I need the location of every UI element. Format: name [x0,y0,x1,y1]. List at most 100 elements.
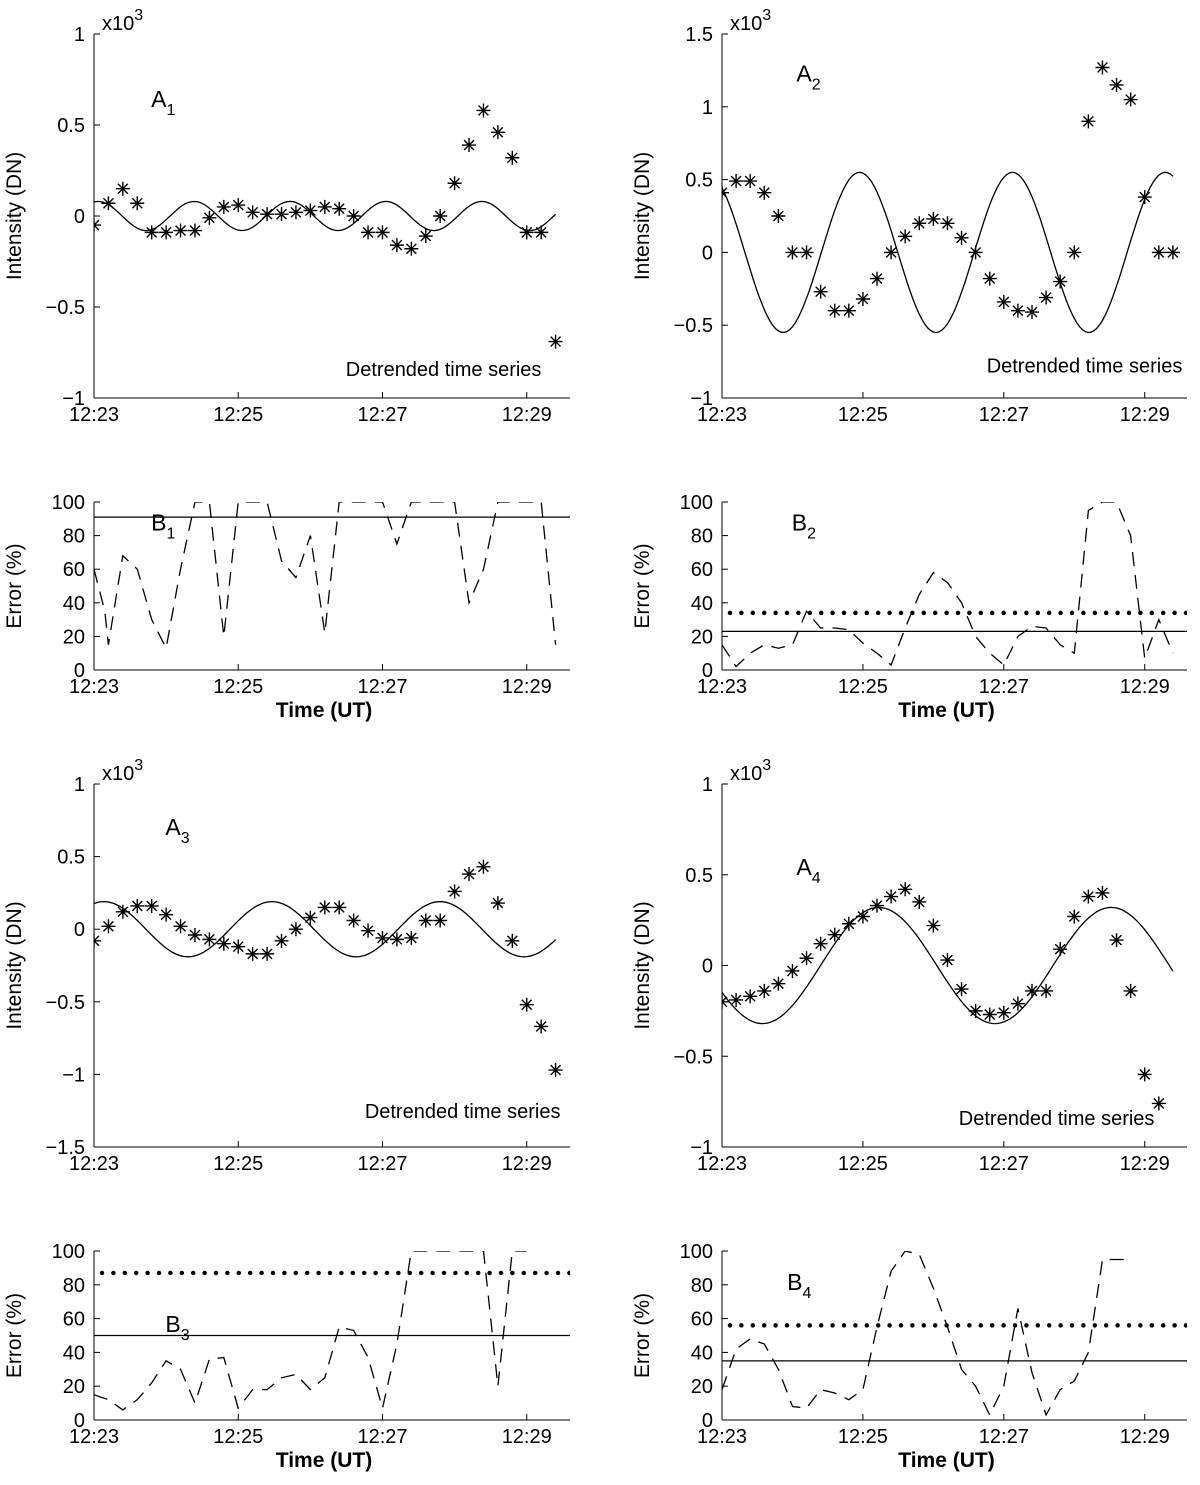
observed-point [743,174,758,189]
observed-point [130,898,145,913]
observed-point [187,223,202,238]
exponent-power: 3 [762,757,771,774]
observed-point [447,884,462,899]
x-tick-label: 12:27 [979,676,1029,698]
observed-point [827,927,842,942]
plot-area-b2 [722,502,1187,668]
x-tick-label: 12:23 [697,404,747,426]
x-tick-label: 12:27 [979,1153,1029,1175]
y-tick-label: −0.5 [674,315,713,337]
observed-point [1151,245,1166,260]
x-tick-label: 12:27 [979,1426,1029,1448]
y-tick-label: 0 [702,1410,713,1432]
observed-point [1010,303,1025,318]
y-tick-label: 40 [63,1342,85,1364]
x-tick-label: 12:29 [502,676,552,698]
observed-point [375,225,390,240]
plot-area-a3 [94,859,563,1078]
x-tick-label: 12:23 [69,1426,119,1448]
x-axis-label: Time (UT) [276,699,372,722]
x-tick-label: 12:23 [69,676,119,698]
observed-point [433,913,448,928]
observed-point [303,910,318,925]
panel-a2: 12:23 12:25 12:27 12:29 −1 −0.5 0 0.5 1 1.5 Intens… [631,7,1187,426]
observed-point [505,933,520,948]
observed-point [447,176,462,191]
observed-point [288,205,303,220]
plot-area-a1 [94,103,563,349]
observed-point [332,900,347,915]
observed-point [884,245,899,260]
observed-point [144,898,159,913]
y-tick-label: −1.5 [46,1137,85,1159]
x-tick-label: 12:23 [697,1426,747,1448]
observed-point [490,896,505,911]
observed-point [898,882,913,897]
observed-point [1081,889,1096,904]
observed-point [940,216,955,231]
observed-point [827,303,842,318]
observed-point [799,951,814,966]
observed-point [757,983,772,998]
exponent-power: 3 [134,757,143,774]
observed-point [159,225,174,240]
observed-point [462,138,477,153]
observed-point [202,210,217,225]
panel-letter: B [165,1311,180,1337]
y-tick-label: 1 [74,24,85,46]
y-tick-label: 80 [63,526,85,548]
observed-point [130,196,145,211]
y-axis-label: Intensity (DN) [631,152,654,280]
observed-point [187,928,202,943]
observed-point [771,209,786,223]
x-tick-label: 12:23 [697,676,747,698]
observed-point [389,932,404,947]
observed-point [216,936,231,951]
x-tick-label: 12:27 [357,1153,407,1175]
panel-letter: B [792,510,807,536]
y-tick-label: 0 [74,206,85,228]
observed-point [534,1019,549,1034]
observed-point [813,284,828,299]
observed-point [101,196,116,211]
observed-point [1109,77,1124,92]
y-tick-label: 20 [63,1376,85,1398]
observed-point [245,946,260,961]
x-tick-label: 12:23 [69,1153,119,1175]
observed-point [954,230,969,245]
annotation-detrended: Detrended time series [959,1108,1155,1130]
observed-point [870,271,884,286]
observed-point [799,245,814,260]
observed-point [375,930,390,945]
observed-point [926,918,941,933]
panel-label-b1: B1 [151,510,175,543]
exponent-base: x10 [730,13,762,35]
observed-point [389,238,404,253]
observed-point [1039,983,1054,998]
x-tick-label: 12:29 [1120,1153,1170,1175]
panel-label-a4: A4 [796,854,820,887]
observed-point [346,209,361,223]
axis-exponent: x103 [102,7,143,35]
panel-label-a3: A3 [165,814,189,847]
y-tick-label: 0.5 [685,865,713,887]
observed-point [1123,92,1138,107]
x-axis-label: Time (UT) [276,1449,372,1472]
observed-point [982,271,997,286]
observed-point [729,992,744,1007]
observed-point [968,245,983,260]
exponent-power: 3 [134,7,143,24]
observed-point [912,216,927,231]
panel-subscript: 2 [812,76,821,93]
observed-point [813,936,828,951]
fit-curve [94,200,557,232]
observed-point [317,199,332,214]
y-tick-label: 100 [680,1241,713,1263]
observed-point [940,953,955,968]
panel-a4: 12:23 12:25 12:27 12:29 −1 −0.5 0 0.5 1 Intensity… [631,757,1187,1175]
observed-point [418,913,433,928]
observed-point [1025,983,1039,998]
observed-point [912,894,927,909]
y-tick-label: 80 [691,526,713,548]
y-tick-label: 80 [691,1275,713,1297]
